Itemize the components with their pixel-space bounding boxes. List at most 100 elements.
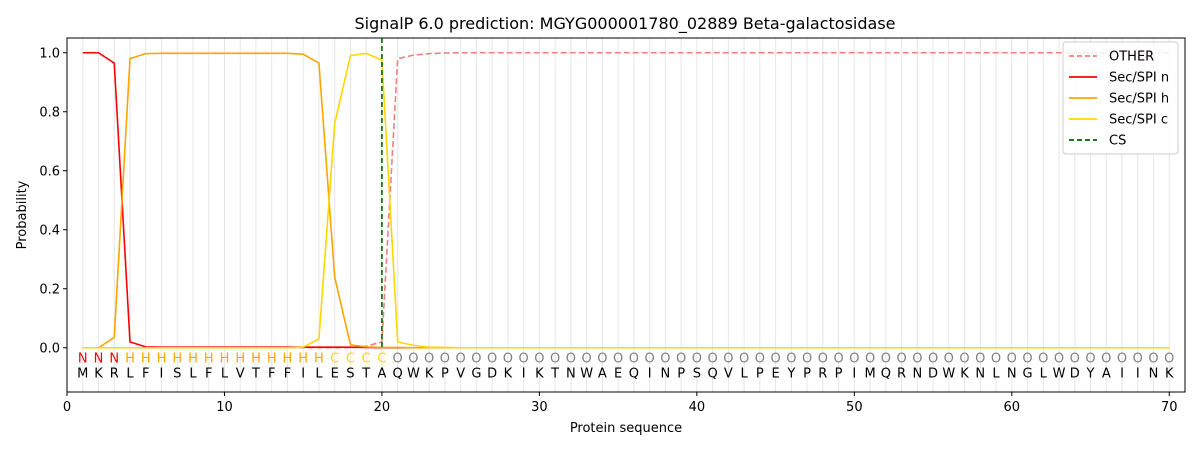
legend-label: Sec/SPI n	[1109, 71, 1169, 86]
residue-label: F	[142, 366, 149, 381]
residue-label: I	[522, 366, 526, 381]
residue-grid	[82, 38, 1170, 392]
residue-label: R	[818, 366, 827, 381]
region-label: N	[94, 352, 104, 367]
residue-label: K	[960, 366, 969, 381]
region-label: O	[424, 352, 434, 367]
series-line-sec-spi-n	[82, 51, 1170, 349]
legend-label: Sec/SPI h	[1109, 92, 1169, 107]
region-label: O	[566, 352, 576, 367]
region-label: O	[818, 352, 828, 367]
residue-label: L	[126, 366, 134, 381]
residue-label: E	[331, 366, 339, 381]
residue-label: N	[1007, 366, 1017, 381]
region-label: O	[739, 352, 749, 367]
residue-label: I	[301, 366, 305, 381]
region-label: O	[833, 352, 843, 367]
region-label: O	[692, 352, 702, 367]
region-label: H	[220, 352, 230, 367]
legend-label: Sec/SPI c	[1109, 113, 1168, 128]
region-label: O	[471, 352, 481, 367]
residue-label: T	[550, 366, 559, 381]
region-label: O	[597, 352, 607, 367]
region-label: O	[881, 352, 891, 367]
x-tick-label: 20	[374, 400, 391, 415]
region-label: O	[1070, 352, 1080, 367]
region-label: H	[283, 352, 293, 367]
residue-label: N	[566, 366, 576, 381]
region-label: C	[330, 352, 339, 367]
region-label: H	[172, 352, 182, 367]
residue-label: N	[975, 366, 985, 381]
residue-label: K	[94, 366, 103, 381]
x-tick-label: 0	[63, 400, 71, 415]
region-label: O	[393, 352, 403, 367]
residue-label: W	[580, 366, 593, 381]
region-label: O	[660, 352, 670, 367]
region-label: O	[440, 352, 450, 367]
residue-label: W	[942, 366, 955, 381]
residue-label: L	[221, 366, 229, 381]
residue-label: F	[268, 366, 275, 381]
region-label: O	[1117, 352, 1127, 367]
residue-label: E	[614, 366, 622, 381]
residue-label: A	[598, 366, 607, 381]
residue-label: P	[441, 366, 449, 381]
region-label: O	[1054, 352, 1064, 367]
legend: OTHER Sec/SPI n Sec/SPI h Sec/SPI c CS	[1062, 41, 1179, 155]
residue-label: I	[648, 366, 652, 381]
residue-label: V	[236, 366, 245, 381]
y-tick-label: 1.0	[39, 46, 60, 61]
residue-label: F	[284, 366, 291, 381]
residue-label: N	[1149, 366, 1159, 381]
x-tick-label: 30	[531, 400, 548, 415]
region-label: H	[298, 352, 308, 367]
residue-label: L	[1040, 366, 1048, 381]
y-tick-label: 0.4	[39, 223, 60, 238]
region-label: O	[408, 352, 418, 367]
region-label: H	[314, 352, 324, 367]
region-label: O	[786, 352, 796, 367]
region-label: O	[723, 352, 733, 367]
y-tick-label: 0.2	[39, 282, 60, 297]
residue-label: S	[173, 366, 181, 381]
series-lines	[82, 51, 1170, 349]
region-label: N	[78, 352, 88, 367]
residue-label: S	[693, 366, 701, 381]
region-label: O	[896, 352, 906, 367]
residue-label: K	[535, 366, 544, 381]
residue-label: A	[1102, 366, 1111, 381]
residue-label: P	[677, 366, 685, 381]
region-label: O	[770, 352, 780, 367]
region-label: H	[125, 352, 135, 367]
y-tick-label: 0.6	[39, 164, 60, 179]
region-label: H	[267, 352, 277, 367]
region-label: O	[1085, 352, 1095, 367]
residue-label: N	[912, 366, 922, 381]
y-axis-label: Probability	[15, 180, 30, 249]
region-label: C	[362, 352, 371, 367]
x-axis-ticks: 0 10 20 30 40 50 60 70	[63, 392, 1178, 415]
residue-label: L	[315, 366, 323, 381]
region-label: O	[1038, 352, 1048, 367]
series-line-sec-spi-h	[82, 52, 1170, 349]
residue-label: M	[77, 366, 88, 381]
y-axis-ticks: 0.0 0.2 0.4 0.6 0.8 1.0	[39, 46, 67, 356]
residue-label: G	[471, 366, 481, 381]
residue-label: K	[1165, 366, 1174, 381]
region-label: O	[503, 352, 513, 367]
region-label: O	[645, 352, 655, 367]
region-label: H	[157, 352, 167, 367]
residue-label: L	[740, 366, 748, 381]
region-label: O	[487, 352, 497, 367]
region-label: C	[377, 352, 386, 367]
residue-label: T	[361, 366, 370, 381]
residue-label: A	[377, 366, 386, 381]
residue-label: D	[1070, 366, 1080, 381]
region-label: O	[1022, 352, 1032, 367]
residue-label: R	[110, 366, 119, 381]
region-label: O	[1007, 352, 1017, 367]
residue-label: K	[504, 366, 513, 381]
region-label: O	[755, 352, 765, 367]
